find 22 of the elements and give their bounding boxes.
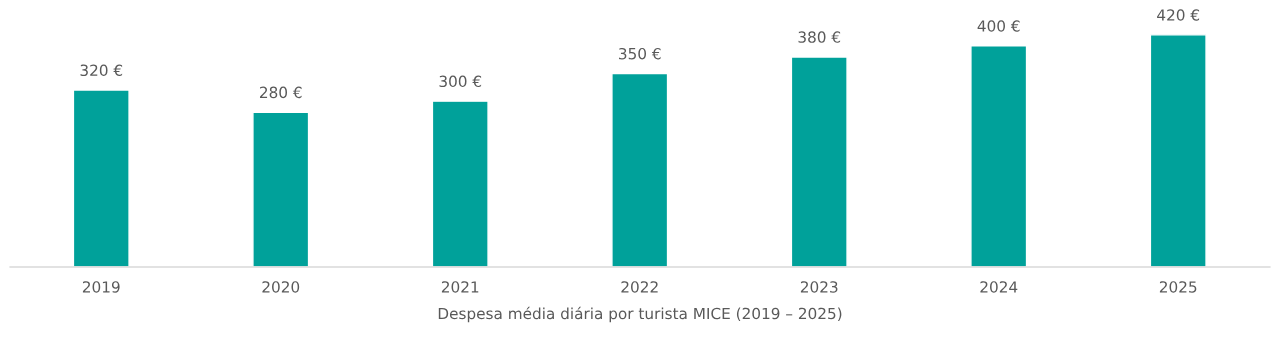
x-tick-label: 2023: [800, 281, 838, 293]
data-label: 300 €: [439, 75, 482, 88]
x-tick-label: 2021: [441, 281, 479, 293]
bar: [431, 100, 489, 268]
data-label: 400 €: [977, 20, 1020, 32]
x-tick-label: 2025: [1159, 281, 1197, 293]
data-label: 350 €: [619, 47, 661, 60]
data-label: 380 €: [798, 31, 841, 43]
x-tick-label: 2024: [980, 281, 1018, 293]
bar: [1149, 34, 1207, 268]
x-tick-label: 2022: [621, 281, 658, 293]
bar: [790, 56, 848, 268]
data-label: 280 €: [259, 86, 302, 99]
x-tick-label: 2019: [82, 281, 120, 293]
x-tick-label: 2020: [262, 281, 300, 293]
bar: [252, 111, 310, 268]
bar: [611, 72, 669, 268]
x-axis-title: Despesa média diária por turista MICE (2019 – 2025): [438, 306, 842, 323]
data-label: 320 €: [80, 64, 123, 77]
bar: [970, 45, 1028, 268]
data-label: 420 €: [1157, 9, 1200, 21]
bar: [72, 89, 130, 268]
